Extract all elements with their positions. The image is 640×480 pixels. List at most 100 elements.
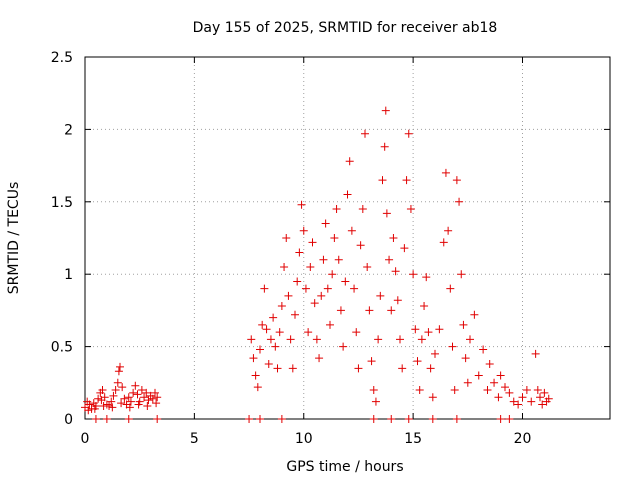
data-point xyxy=(354,364,363,373)
data-point xyxy=(277,415,286,423)
data-point xyxy=(124,415,133,423)
data-point xyxy=(400,244,409,253)
grid xyxy=(85,57,610,419)
data-point xyxy=(413,357,422,366)
data-point xyxy=(99,401,108,410)
data-point xyxy=(84,406,93,415)
data-point xyxy=(374,335,383,344)
data-point xyxy=(452,415,461,423)
data-point xyxy=(509,397,518,406)
data-point xyxy=(536,393,544,402)
data-point xyxy=(117,399,126,408)
data-point xyxy=(533,386,542,395)
data-point xyxy=(483,386,492,395)
data-point xyxy=(398,364,407,373)
data-point xyxy=(426,364,435,373)
data-point xyxy=(496,415,505,423)
data-point xyxy=(450,386,459,395)
data-point xyxy=(140,393,149,402)
data-point xyxy=(108,403,117,412)
data-point xyxy=(148,394,157,403)
data-point xyxy=(505,388,514,397)
data-point xyxy=(381,106,390,115)
data-point xyxy=(90,404,99,413)
axis-ticks: 0 5 10 15 20 0 0.5 1 1.5 2 2.5 xyxy=(51,50,610,447)
data-point xyxy=(404,415,413,423)
data-point xyxy=(522,386,531,395)
data-point xyxy=(297,200,306,209)
data-point xyxy=(319,255,328,264)
x-tick-label: 15 xyxy=(404,431,422,447)
data-point xyxy=(474,371,483,380)
data-point xyxy=(431,349,439,358)
data-point xyxy=(428,415,437,423)
data-point xyxy=(439,238,448,247)
data-point xyxy=(280,262,289,271)
data-point xyxy=(461,354,470,363)
data-point xyxy=(98,386,107,395)
data-point xyxy=(133,390,142,399)
data-point xyxy=(256,415,264,423)
data-point xyxy=(501,383,509,392)
data-point xyxy=(538,400,547,409)
data-point xyxy=(544,394,553,403)
data-point xyxy=(396,335,404,344)
data-point xyxy=(505,415,514,423)
data-point xyxy=(514,400,523,409)
data-point xyxy=(420,302,429,311)
data-point xyxy=(341,277,350,286)
data-point xyxy=(444,226,453,235)
data-point xyxy=(266,335,275,344)
data-point xyxy=(334,255,343,264)
data-point xyxy=(494,393,503,402)
data-point xyxy=(126,397,135,406)
data-point xyxy=(245,415,254,423)
data-point xyxy=(152,399,161,408)
data-point xyxy=(345,157,354,166)
data-point xyxy=(457,270,466,279)
data-point xyxy=(312,335,321,344)
data-point xyxy=(308,238,317,247)
data-point xyxy=(328,270,337,279)
data-point xyxy=(441,168,450,177)
data-point xyxy=(459,320,468,329)
data-point xyxy=(100,393,109,402)
data-point xyxy=(540,388,549,397)
data-point xyxy=(343,190,352,199)
data-point xyxy=(350,284,359,293)
data-point xyxy=(124,393,133,402)
data-point xyxy=(114,367,123,376)
data-point xyxy=(347,226,356,235)
data-point xyxy=(301,284,310,293)
data-point xyxy=(369,386,378,395)
data-point xyxy=(518,393,527,402)
data-point xyxy=(417,335,426,344)
data-point xyxy=(310,299,319,308)
data-point xyxy=(118,383,127,392)
data-point xyxy=(306,262,315,271)
data-point xyxy=(531,349,540,358)
data-point xyxy=(490,378,499,387)
data-point xyxy=(251,371,260,380)
data-point xyxy=(404,129,413,138)
y-tick-label: 1 xyxy=(64,267,73,283)
data-point xyxy=(367,357,376,366)
data-point xyxy=(387,415,396,423)
data-point xyxy=(85,400,94,409)
data-point xyxy=(387,306,396,315)
data-point xyxy=(422,273,431,282)
data-point xyxy=(376,291,385,300)
x-axis-label: GPS time / hours xyxy=(286,459,403,475)
data-point xyxy=(428,393,437,402)
y-tick-label: 1.5 xyxy=(51,195,73,211)
data-point xyxy=(304,328,313,337)
data-point xyxy=(448,342,457,351)
data-point xyxy=(129,388,138,397)
data-point xyxy=(153,393,162,402)
x-tick-label: 0 xyxy=(81,431,90,447)
data-point xyxy=(288,364,297,373)
data-point xyxy=(286,335,295,344)
data-point xyxy=(424,328,433,337)
y-tick-label: 2 xyxy=(64,122,73,138)
data-point xyxy=(466,335,474,344)
